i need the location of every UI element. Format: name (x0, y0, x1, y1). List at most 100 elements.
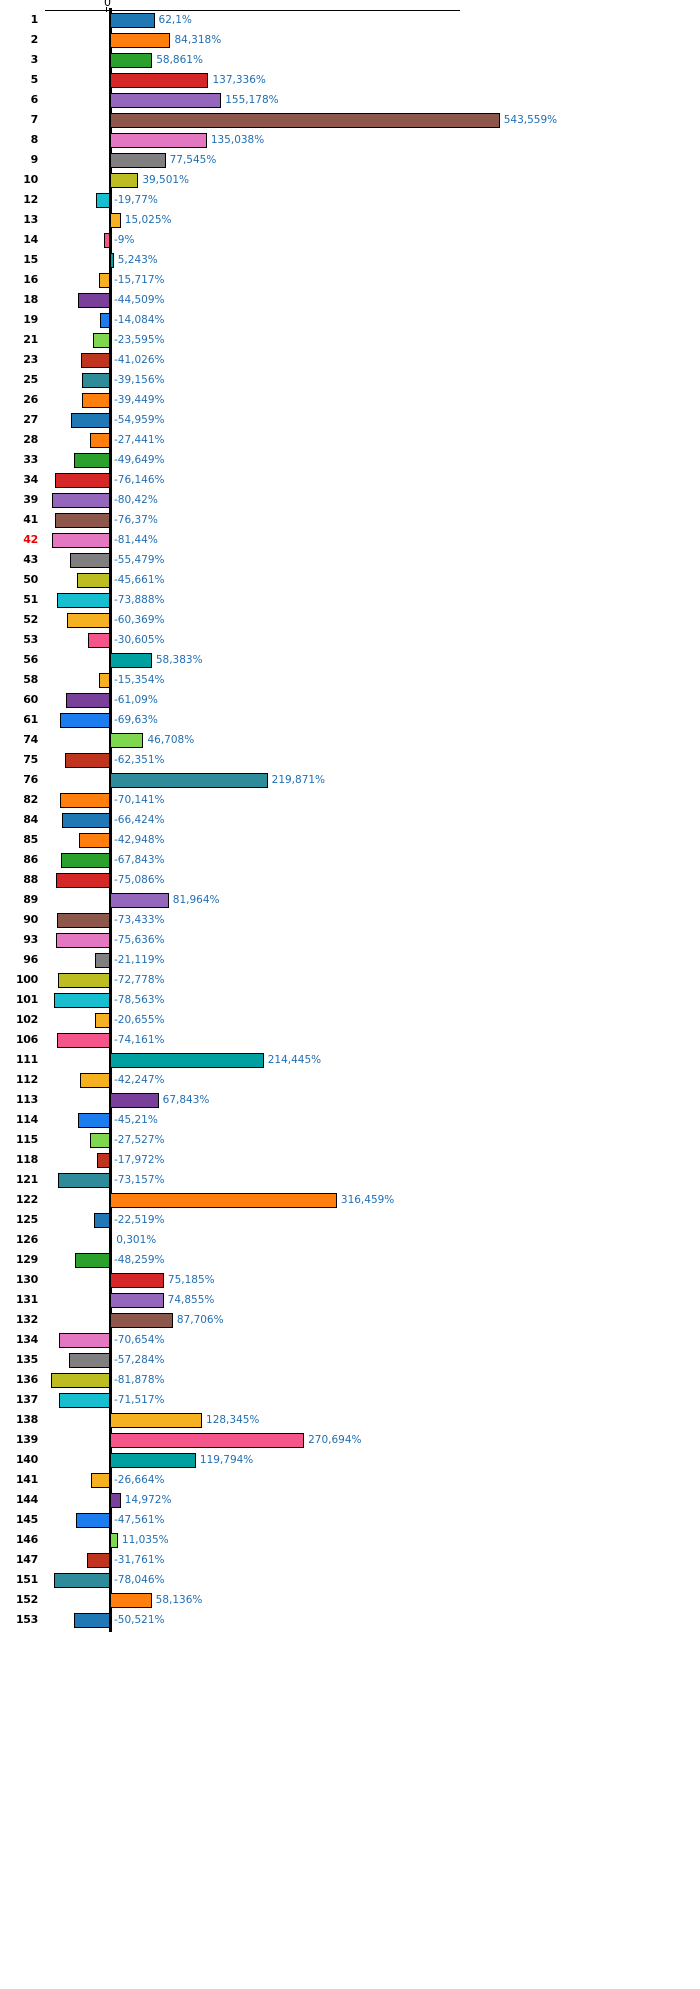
bar-value-label: 67,843% (162, 1094, 210, 1106)
bar-value-label: -9% (114, 234, 135, 246)
bar (57, 913, 110, 928)
bar-row: 74 46,708% (0, 730, 700, 750)
bar (65, 753, 110, 768)
bar (110, 1193, 337, 1208)
bar-row-label: 10 (23, 173, 38, 186)
bar-row-label: 86 (23, 853, 38, 866)
bar-row: 26 -39,449% (0, 390, 700, 410)
bar-row-label: 52 (23, 613, 38, 626)
bar-row-label: 131 (15, 1293, 38, 1306)
bar (79, 833, 110, 848)
bar-row: 8 135,038% (0, 130, 700, 150)
bar (98, 273, 110, 288)
bar-value-label: 15,025% (124, 214, 172, 226)
bar-row-label: 137 (15, 1393, 38, 1406)
bar-value-label: 219,871% (271, 774, 326, 786)
bar (55, 473, 110, 488)
bar-row-label: 88 (23, 873, 38, 886)
bar (110, 213, 121, 228)
bar-value-label: -19,77% (114, 194, 158, 206)
bar (54, 1573, 110, 1588)
bar-value-label: -15,354% (114, 674, 165, 686)
bar (110, 153, 166, 168)
bar-row-label: 100 (15, 973, 38, 986)
bar-row: 102 -20,655% (0, 1010, 700, 1030)
bar-row-label: 115 (15, 1133, 38, 1146)
bar-row-label: 139 (15, 1433, 38, 1446)
bar-row-label: 129 (15, 1253, 38, 1266)
bar (73, 1613, 110, 1628)
zero-tick (106, 7, 107, 12)
bar (110, 1313, 173, 1328)
bar (59, 1333, 110, 1348)
bar (110, 13, 155, 28)
bar-row: 114 -45,21% (0, 1110, 700, 1130)
bar-row: 141 -26,664% (0, 1470, 700, 1490)
bar-row: 126 0,301% (0, 1230, 700, 1250)
bar-row-label: 93 (23, 933, 38, 946)
bar-value-label: -41,026% (114, 354, 165, 366)
bar-value-label: -75,086% (114, 874, 165, 886)
bar-row-label: 43 (23, 553, 38, 566)
bar-row-label: 113 (15, 1093, 38, 1106)
bar-value-label: -50,521% (114, 1614, 165, 1626)
bar-value-label: -45,21% (114, 1114, 158, 1126)
bar-row-label: 42 (23, 533, 38, 546)
bar-row-label: 121 (15, 1173, 38, 1186)
bar (70, 553, 110, 568)
bar-value-label: -42,948% (114, 834, 165, 846)
bar (94, 953, 110, 968)
bar (70, 413, 110, 428)
bar-value-label: 14,972% (124, 1494, 172, 1506)
bar-row-label: 111 (15, 1053, 38, 1066)
bar-row-label: 33 (23, 453, 38, 466)
bar (57, 1173, 110, 1188)
bar (77, 573, 110, 588)
bar-row-label: 151 (15, 1573, 38, 1586)
bar-value-label: -22,519% (114, 1214, 165, 1226)
bar-row: 21 -23,595% (0, 330, 700, 350)
bar-row-label: 96 (23, 953, 38, 966)
bar-value-label: -72,778% (114, 974, 165, 986)
bar-row: 147 -31,761% (0, 1550, 700, 1570)
bar-value-label: -17,972% (114, 1154, 165, 1166)
bar-row: 86 -67,843% (0, 850, 700, 870)
bar-row: 28 -27,441% (0, 430, 700, 450)
bar-row: 76 219,871% (0, 770, 700, 790)
bar-value-label: 155,178% (225, 94, 279, 106)
bar-row-label: 12 (23, 193, 38, 206)
bar-row: 3 58,861% (0, 50, 700, 70)
bar (79, 1073, 110, 1088)
bar-row-label: 34 (23, 473, 38, 486)
zero-axis-line (109, 8, 112, 1632)
bar-value-label: 5,243% (117, 254, 158, 266)
bar-row-label: 39 (23, 493, 38, 506)
bar-row: 50 -45,661% (0, 570, 700, 590)
bar-row-label: 13 (23, 213, 38, 226)
bar (55, 933, 110, 948)
bar (110, 73, 209, 88)
bar-row-label: 82 (23, 793, 38, 806)
bar-value-label: -81,44% (114, 534, 158, 546)
bar-value-label: -61,09% (114, 694, 158, 706)
bar-row-label: 8 (30, 133, 39, 146)
bar-value-label: -80,42% (114, 494, 158, 506)
bar-row: 111 214,445% (0, 1050, 700, 1070)
bar-row: 136 -81,878% (0, 1370, 700, 1390)
bar-value-label: -73,157% (114, 1174, 165, 1186)
bar-row: 90 -73,433% (0, 910, 700, 930)
bar (66, 693, 110, 708)
bar (97, 1153, 110, 1168)
bar (58, 1393, 110, 1408)
bar (68, 1353, 110, 1368)
bar-row-label: 5 (30, 73, 39, 86)
bar-row: 34 -76,146% (0, 470, 700, 490)
bar-row-label: 19 (23, 313, 38, 326)
bar (55, 513, 110, 528)
bar (110, 33, 171, 48)
bar-row: 9 77,545% (0, 150, 700, 170)
bar-row-label: 58 (23, 673, 38, 686)
bar-row-label: 146 (15, 1533, 38, 1546)
bar-row: 113 67,843% (0, 1090, 700, 1110)
bar-row-label: 152 (15, 1593, 38, 1606)
